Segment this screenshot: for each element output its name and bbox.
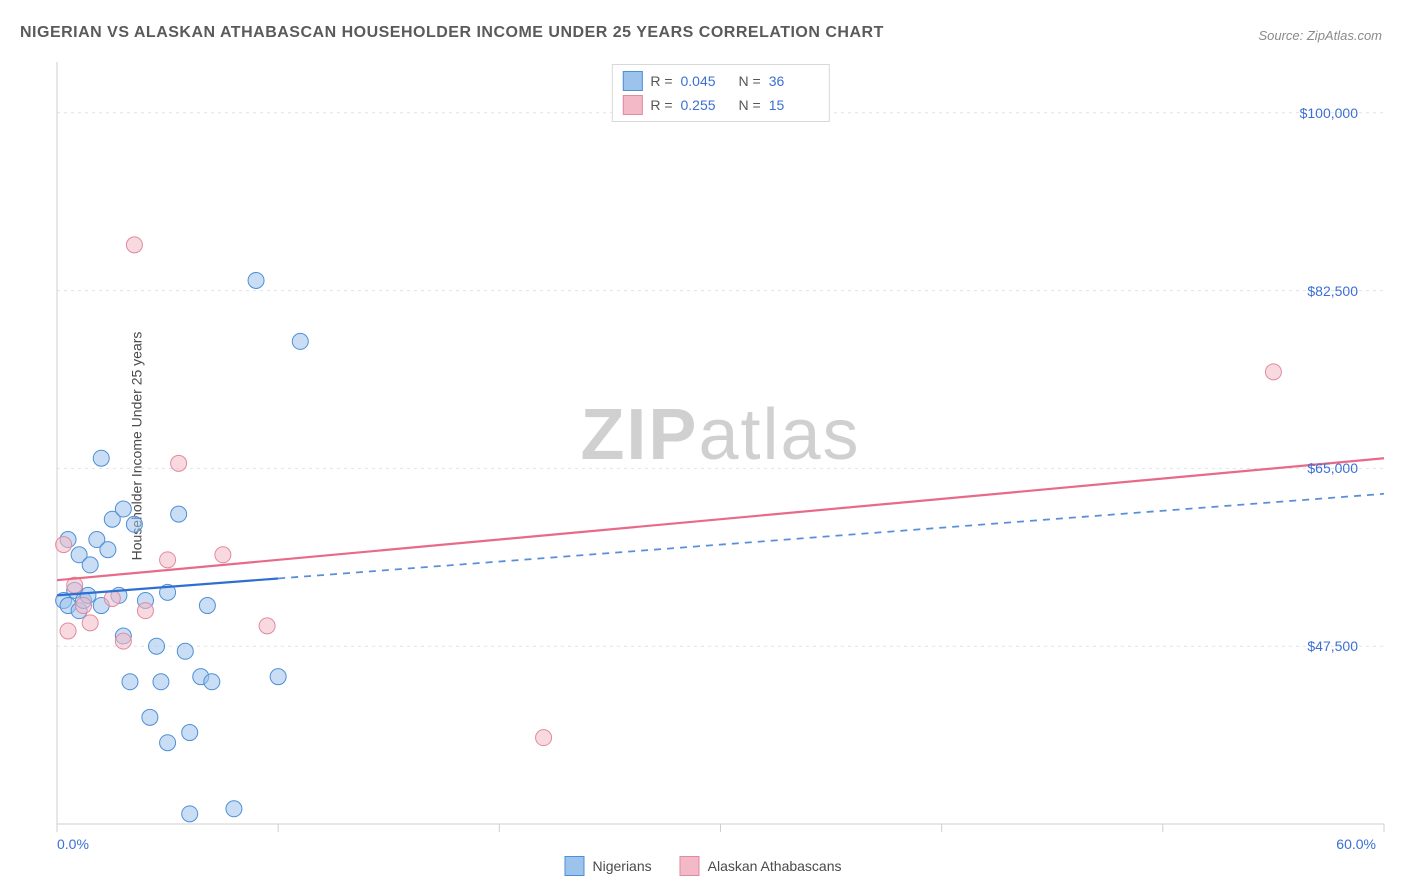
y-tick-label: $65,000 bbox=[1307, 460, 1358, 476]
swatch-nigerians bbox=[622, 71, 642, 91]
source-attribution: Source: ZipAtlas.com bbox=[1258, 28, 1382, 43]
n-label: N = bbox=[739, 73, 761, 89]
plot-svg bbox=[55, 60, 1386, 842]
swatch-athabascans bbox=[680, 856, 700, 876]
swatch-athabascans bbox=[622, 95, 642, 115]
r-value-athabascans: 0.255 bbox=[681, 97, 731, 113]
x-axis-max-label: 60.0% bbox=[1336, 836, 1376, 852]
legend-row-athabascans: R = 0.255 N = 15 bbox=[622, 93, 818, 117]
correlation-legend: R = 0.045 N = 36 R = 0.255 N = 15 bbox=[611, 64, 829, 122]
swatch-nigerians bbox=[564, 856, 584, 876]
n-label: N = bbox=[739, 97, 761, 113]
r-label: R = bbox=[650, 97, 672, 113]
n-value-athabascans: 15 bbox=[769, 97, 819, 113]
chart-container: NIGERIAN VS ALASKAN ATHABASCAN HOUSEHOLD… bbox=[0, 0, 1406, 892]
series-legend: Nigerians Alaskan Athabascans bbox=[564, 856, 841, 876]
r-label: R = bbox=[650, 73, 672, 89]
legend-row-nigerians: R = 0.045 N = 36 bbox=[622, 69, 818, 93]
y-tick-label: $100,000 bbox=[1300, 105, 1358, 121]
y-tick-label: $47,500 bbox=[1307, 638, 1358, 654]
r-value-nigerians: 0.045 bbox=[681, 73, 731, 89]
legend-item-nigerians: Nigerians bbox=[564, 856, 651, 876]
legend-label-nigerians: Nigerians bbox=[592, 858, 651, 874]
y-tick-label: $82,500 bbox=[1307, 283, 1358, 299]
legend-label-athabascans: Alaskan Athabascans bbox=[708, 858, 842, 874]
legend-item-athabascans: Alaskan Athabascans bbox=[680, 856, 842, 876]
plot-area: ZIPatlas R = 0.045 N = 36 R = 0.255 N = … bbox=[55, 60, 1386, 842]
n-value-nigerians: 36 bbox=[769, 73, 819, 89]
x-axis-min-label: 0.0% bbox=[57, 836, 89, 852]
chart-title: NIGERIAN VS ALASKAN ATHABASCAN HOUSEHOLD… bbox=[20, 24, 884, 42]
